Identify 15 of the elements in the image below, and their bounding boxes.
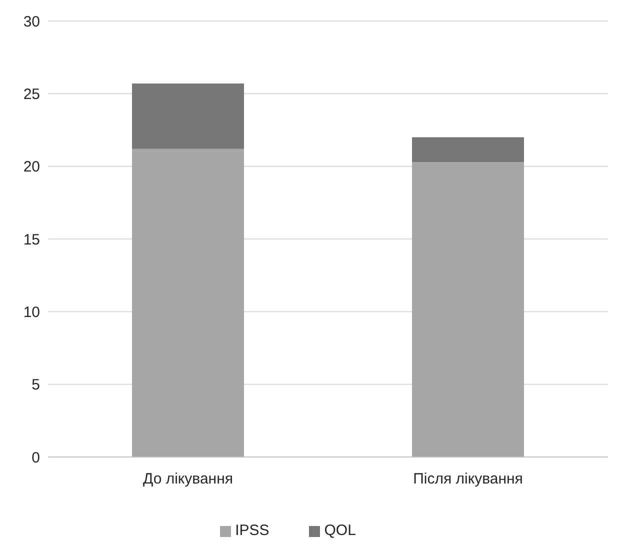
y-tick-label: 0	[32, 449, 40, 466]
y-tick-label: 30	[23, 13, 40, 30]
y-tick-label: 10	[23, 304, 40, 321]
y-tick-label: 5	[32, 376, 40, 394]
y-tick-label: 15	[23, 231, 40, 248]
legend-label: QOL	[324, 522, 356, 539]
bar	[132, 83, 244, 149]
bar	[132, 148, 244, 457]
legend-label: IPSS	[235, 522, 270, 539]
bar	[412, 137, 524, 162]
x-tick-label: Після лікування	[413, 470, 523, 488]
bar	[412, 162, 524, 457]
y-tick-label: 25	[23, 86, 40, 103]
y-tick-label: 20	[23, 158, 40, 176]
x-tick-label: До лікування	[143, 470, 233, 488]
